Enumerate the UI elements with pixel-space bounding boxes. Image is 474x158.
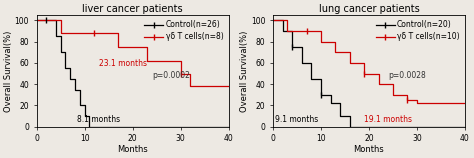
Text: 23.1 months: 23.1 months [99,59,147,68]
Text: 8.1 months: 8.1 months [77,115,120,124]
Legend: Control(n=20), γδ T cells(n=10): Control(n=20), γδ T cells(n=10) [374,19,461,43]
X-axis label: Months: Months [354,145,384,154]
Title: lung cancer patients: lung cancer patients [319,4,419,14]
Text: p=0.0002: p=0.0002 [152,71,190,80]
Y-axis label: Overall Survival(%): Overall Survival(%) [4,30,13,112]
Text: p=0.0028: p=0.0028 [388,71,426,80]
Text: 9.1 months: 9.1 months [275,115,319,124]
X-axis label: Months: Months [117,145,148,154]
Title: liver cancer patients: liver cancer patients [82,4,183,14]
Y-axis label: Overall Survival(%): Overall Survival(%) [240,30,249,112]
Text: 19.1 months: 19.1 months [364,115,412,124]
Legend: Control(n=26), γδ T cells(n=8): Control(n=26), γδ T cells(n=8) [143,19,225,43]
